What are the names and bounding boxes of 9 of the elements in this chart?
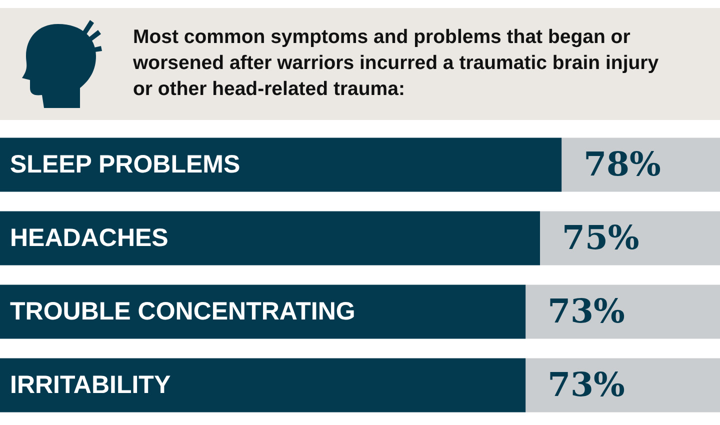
data-label: 73% — [548, 364, 625, 404]
chart-title: Most common symptoms and problems that began or worsened after warriors incurred a traumatic brain injury or other head-related trauma: — [133, 25, 660, 102]
data-label: 78% — [584, 144, 661, 184]
y-tick-label: IRRITABILITY — [10, 371, 171, 400]
data-label: 75% — [562, 218, 640, 257]
data-label: 73% — [548, 291, 625, 330]
y-tick-label: TROUBLE CONCENTRATING — [10, 298, 356, 326]
y-tick-label: HEADACHES — [10, 224, 168, 252]
y-tick-label: SLEEP PROBLEMS — [10, 150, 240, 179]
